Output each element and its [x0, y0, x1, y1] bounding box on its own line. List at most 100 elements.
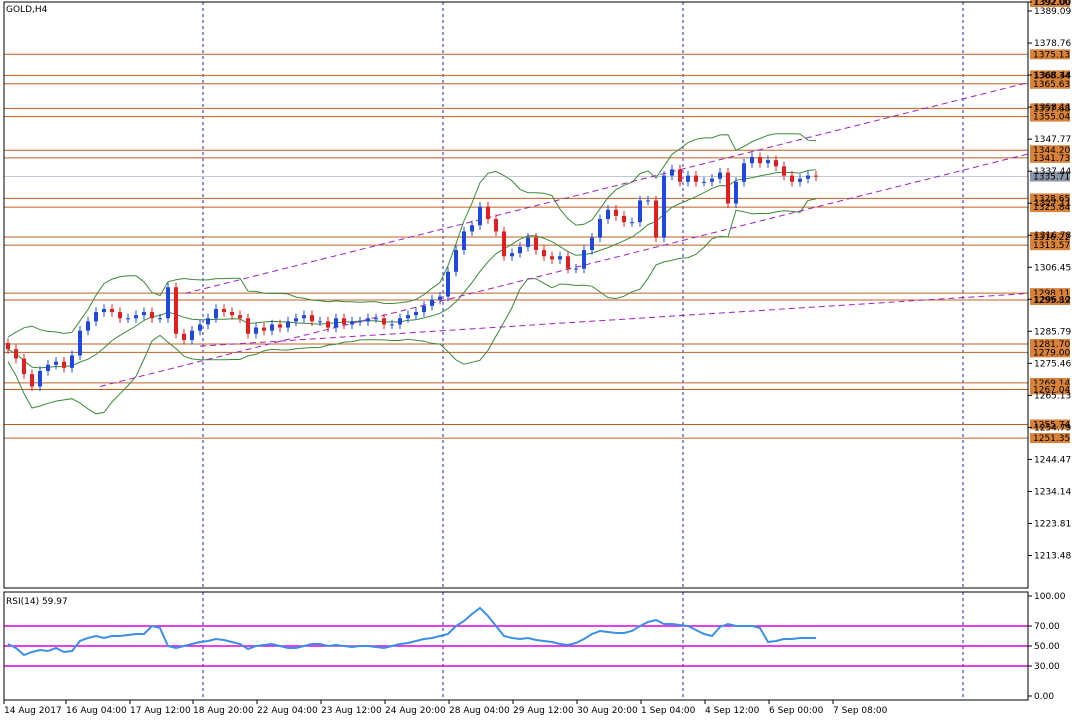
- candle[interactable]: [694, 170, 698, 187]
- candle[interactable]: [422, 301, 426, 317]
- candle[interactable]: [6, 338, 10, 354]
- candle[interactable]: [278, 319, 282, 333]
- candle[interactable]: [206, 313, 210, 330]
- candle[interactable]: [590, 232, 594, 255]
- candle[interactable]: [398, 313, 402, 330]
- candle[interactable]: [710, 174, 714, 187]
- candle[interactable]: [406, 310, 410, 323]
- candle[interactable]: [38, 366, 42, 392]
- candle[interactable]: [566, 251, 570, 274]
- candle[interactable]: [46, 360, 50, 376]
- candle[interactable]: [150, 307, 154, 323]
- candle[interactable]: [86, 316, 90, 336]
- candle[interactable]: [430, 295, 434, 311]
- candle[interactable]: [310, 310, 314, 327]
- candle[interactable]: [342, 313, 346, 330]
- candle[interactable]: [574, 263, 578, 274]
- candle[interactable]: [182, 329, 186, 345]
- candle[interactable]: [222, 304, 226, 317]
- candle[interactable]: [142, 307, 146, 320]
- candle[interactable]: [718, 167, 722, 184]
- candle[interactable]: [414, 307, 418, 320]
- candle[interactable]: [774, 155, 778, 171]
- candle[interactable]: [374, 313, 378, 323]
- candle[interactable]: [270, 319, 274, 336]
- candle[interactable]: [534, 232, 538, 255]
- candle[interactable]: [582, 245, 586, 274]
- candle[interactable]: [454, 245, 458, 277]
- candle[interactable]: [758, 152, 762, 168]
- candle[interactable]: [502, 226, 506, 261]
- candle[interactable]: [382, 313, 386, 330]
- candle[interactable]: [198, 319, 202, 336]
- candle[interactable]: [702, 177, 706, 187]
- candle[interactable]: [166, 282, 170, 323]
- candle[interactable]: [550, 251, 554, 264]
- candle[interactable]: [286, 316, 290, 333]
- candle[interactable]: [542, 245, 546, 261]
- candle[interactable]: [350, 316, 354, 330]
- candle[interactable]: [814, 170, 818, 182]
- candle[interactable]: [438, 291, 442, 305]
- candle[interactable]: [526, 232, 530, 252]
- candle[interactable]: [670, 164, 674, 181]
- candle[interactable]: [622, 211, 626, 227]
- candle[interactable]: [326, 316, 330, 333]
- candle[interactable]: [214, 304, 218, 323]
- candle[interactable]: [638, 195, 642, 227]
- candle[interactable]: [750, 152, 754, 168]
- candle[interactable]: [110, 304, 114, 317]
- candle[interactable]: [366, 313, 370, 327]
- candle[interactable]: [806, 170, 810, 184]
- candle[interactable]: [734, 177, 738, 209]
- candle[interactable]: [646, 195, 650, 206]
- candle[interactable]: [766, 155, 770, 168]
- candle[interactable]: [134, 310, 138, 323]
- candle[interactable]: [510, 248, 514, 261]
- candle[interactable]: [62, 357, 66, 373]
- candle[interactable]: [118, 307, 122, 323]
- candle[interactable]: [190, 326, 194, 345]
- candle[interactable]: [470, 220, 474, 237]
- candle[interactable]: [230, 307, 234, 320]
- candle[interactable]: [790, 170, 794, 187]
- candle[interactable]: [446, 267, 450, 302]
- candle[interactable]: [262, 322, 266, 336]
- candle[interactable]: [254, 322, 258, 339]
- candle[interactable]: [94, 307, 98, 327]
- candle[interactable]: [478, 201, 482, 230]
- candle[interactable]: [798, 174, 802, 187]
- candle[interactable]: [630, 217, 634, 227]
- candle[interactable]: [558, 251, 562, 264]
- candle[interactable]: [54, 357, 58, 370]
- candle[interactable]: [14, 344, 18, 364]
- candle[interactable]: [334, 313, 338, 333]
- candle[interactable]: [126, 313, 130, 323]
- candle[interactable]: [782, 161, 786, 181]
- candle[interactable]: [462, 226, 466, 255]
- candle[interactable]: [102, 304, 106, 317]
- candle[interactable]: [158, 313, 162, 323]
- candles[interactable]: [6, 152, 818, 392]
- candle[interactable]: [726, 167, 730, 209]
- candle[interactable]: [518, 242, 522, 258]
- candle[interactable]: [662, 170, 666, 243]
- candle[interactable]: [302, 310, 306, 323]
- candle[interactable]: [494, 214, 498, 237]
- candle[interactable]: [486, 201, 490, 224]
- candle[interactable]: [358, 316, 362, 327]
- candle[interactable]: [78, 326, 82, 361]
- candle[interactable]: [70, 350, 74, 373]
- candle[interactable]: [614, 205, 618, 221]
- candle[interactable]: [390, 319, 394, 330]
- candle[interactable]: [654, 195, 658, 243]
- candle[interactable]: [318, 316, 322, 327]
- candle[interactable]: [294, 313, 298, 327]
- candle[interactable]: [598, 214, 602, 243]
- candle[interactable]: [606, 205, 610, 224]
- candle[interactable]: [22, 353, 26, 379]
- candle[interactable]: [246, 313, 250, 339]
- candle[interactable]: [174, 282, 178, 339]
- candle[interactable]: [30, 369, 34, 392]
- candle[interactable]: [678, 164, 682, 187]
